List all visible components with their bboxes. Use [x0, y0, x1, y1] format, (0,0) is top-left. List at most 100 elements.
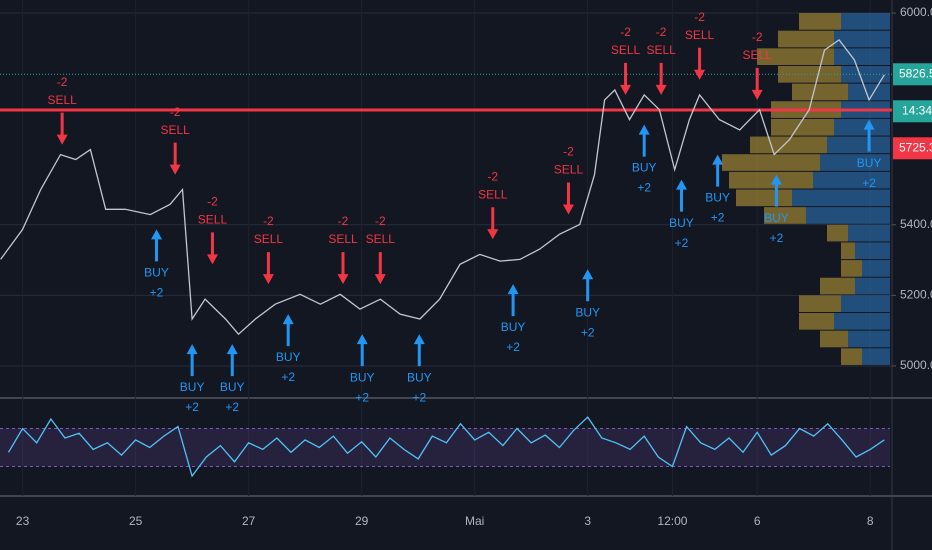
signal-qty: +2 — [412, 390, 426, 404]
signal-qty: +2 — [675, 236, 689, 250]
buy-arrow — [356, 334, 368, 367]
volume-profile-bar — [848, 224, 890, 242]
x-tick-label: 3 — [584, 514, 591, 528]
volume-profile-bar — [722, 154, 820, 171]
signal-label: SELL — [611, 43, 641, 57]
signal-label: SELL — [47, 93, 77, 107]
signal-label: SELL — [646, 43, 676, 57]
sell-arrow — [374, 252, 386, 285]
sell-arrow — [206, 232, 218, 265]
sell-arrow — [487, 207, 499, 240]
level-tag — [893, 137, 932, 160]
signal-label: BUY — [144, 266, 169, 280]
signal-label: SELL — [743, 48, 773, 62]
sell-arrow — [169, 142, 181, 175]
volume-profile-bar — [778, 30, 834, 48]
volume-profile-bar — [799, 13, 841, 30]
volume-profile-bar — [820, 154, 890, 171]
signal-label: BUY — [632, 161, 657, 175]
volume-profile-bar — [834, 313, 890, 330]
volume-profile-bar — [799, 313, 834, 330]
sell-arrow — [655, 62, 667, 95]
signal-qty: -2 — [487, 169, 498, 183]
volume-profile-bar — [827, 136, 890, 154]
signal-label: BUY — [764, 211, 789, 225]
buy-arrow — [226, 344, 238, 377]
volume-profile-bar — [820, 277, 855, 295]
signal-qty: -2 — [563, 145, 574, 159]
signal-qty: +2 — [150, 286, 164, 300]
volume-profile-bar — [820, 330, 848, 348]
level-label: 5725.3 — [899, 140, 932, 154]
buy-arrow — [863, 119, 875, 152]
volume-profile-bar — [799, 295, 841, 313]
x-tick-label: 25 — [129, 514, 143, 528]
volume-profile-bar — [848, 83, 890, 101]
signal-label: SELL — [554, 163, 584, 177]
volume-profile-bar — [834, 118, 890, 136]
volume-profile-bar — [862, 348, 890, 365]
signal-label: SELL — [366, 232, 396, 246]
countdown-label: 14:34 — [902, 103, 932, 117]
signal-label: BUY — [350, 370, 375, 384]
volume-profile-bar — [834, 48, 890, 65]
countdown-tag — [893, 100, 932, 123]
volume-profile-bar — [841, 295, 890, 313]
signal-label: BUY — [669, 216, 694, 230]
rsi-line — [7, 416, 885, 478]
sell-arrow — [56, 112, 68, 145]
signal-qty: -2 — [375, 214, 386, 228]
signal-label: BUY — [705, 191, 730, 205]
last-price-label: 5826.5 — [899, 66, 932, 80]
buy-arrow — [186, 344, 198, 377]
signal-qty: -2 — [263, 214, 274, 228]
buy-arrow — [151, 229, 163, 262]
x-tick-label: 27 — [242, 514, 256, 528]
buy-arrow — [675, 179, 687, 212]
x-tick-label: 29 — [355, 514, 369, 528]
volume-profile-bar — [827, 224, 848, 242]
signal-qty: -2 — [656, 25, 667, 39]
sell-arrow — [620, 62, 632, 95]
y-tick-label: 5400.0 — [900, 217, 932, 231]
y-tick-label: 5000.0 — [900, 358, 932, 372]
signal-label: SELL — [198, 212, 228, 226]
signal-label: BUY — [180, 380, 205, 394]
signal-label: SELL — [685, 28, 715, 42]
buy-arrow — [770, 174, 782, 207]
buy-arrow — [712, 154, 724, 187]
signal-qty: +2 — [711, 211, 725, 225]
signal-label: BUY — [575, 305, 600, 319]
buy-arrow — [638, 124, 650, 157]
x-tick-label: 6 — [754, 514, 761, 528]
signal-label: BUY — [857, 156, 882, 170]
x-tick-label: 23 — [16, 514, 30, 528]
buy-arrow — [582, 269, 594, 302]
signal-qty: +2 — [770, 231, 784, 245]
volume-profile-bar — [778, 65, 841, 83]
sell-arrow — [337, 252, 349, 285]
volume-profile-bar — [855, 277, 890, 295]
signal-label: SELL — [478, 187, 508, 201]
volume-profile-bar — [834, 30, 890, 48]
signal-qty: +2 — [281, 370, 295, 384]
signal-qty: +2 — [225, 400, 239, 414]
volume-profile-bar — [792, 189, 890, 207]
signal-label: SELL — [328, 232, 358, 246]
volume-profile-bar — [736, 189, 792, 207]
signal-qty: +2 — [862, 176, 876, 190]
sell-arrow — [751, 67, 763, 100]
volume-profile-bar — [855, 242, 890, 260]
signal-qty: +2 — [506, 340, 520, 354]
signal-label: BUY — [220, 380, 245, 394]
volume-profile-bar — [729, 171, 813, 189]
sell-arrow — [694, 47, 706, 80]
buy-arrow — [507, 284, 519, 317]
signal-qty: -2 — [752, 30, 763, 44]
signal-qty: +2 — [185, 400, 199, 414]
signal-qty: -2 — [170, 105, 181, 119]
volume-profile-bar — [771, 118, 834, 136]
volume-profile-bar — [757, 48, 834, 65]
